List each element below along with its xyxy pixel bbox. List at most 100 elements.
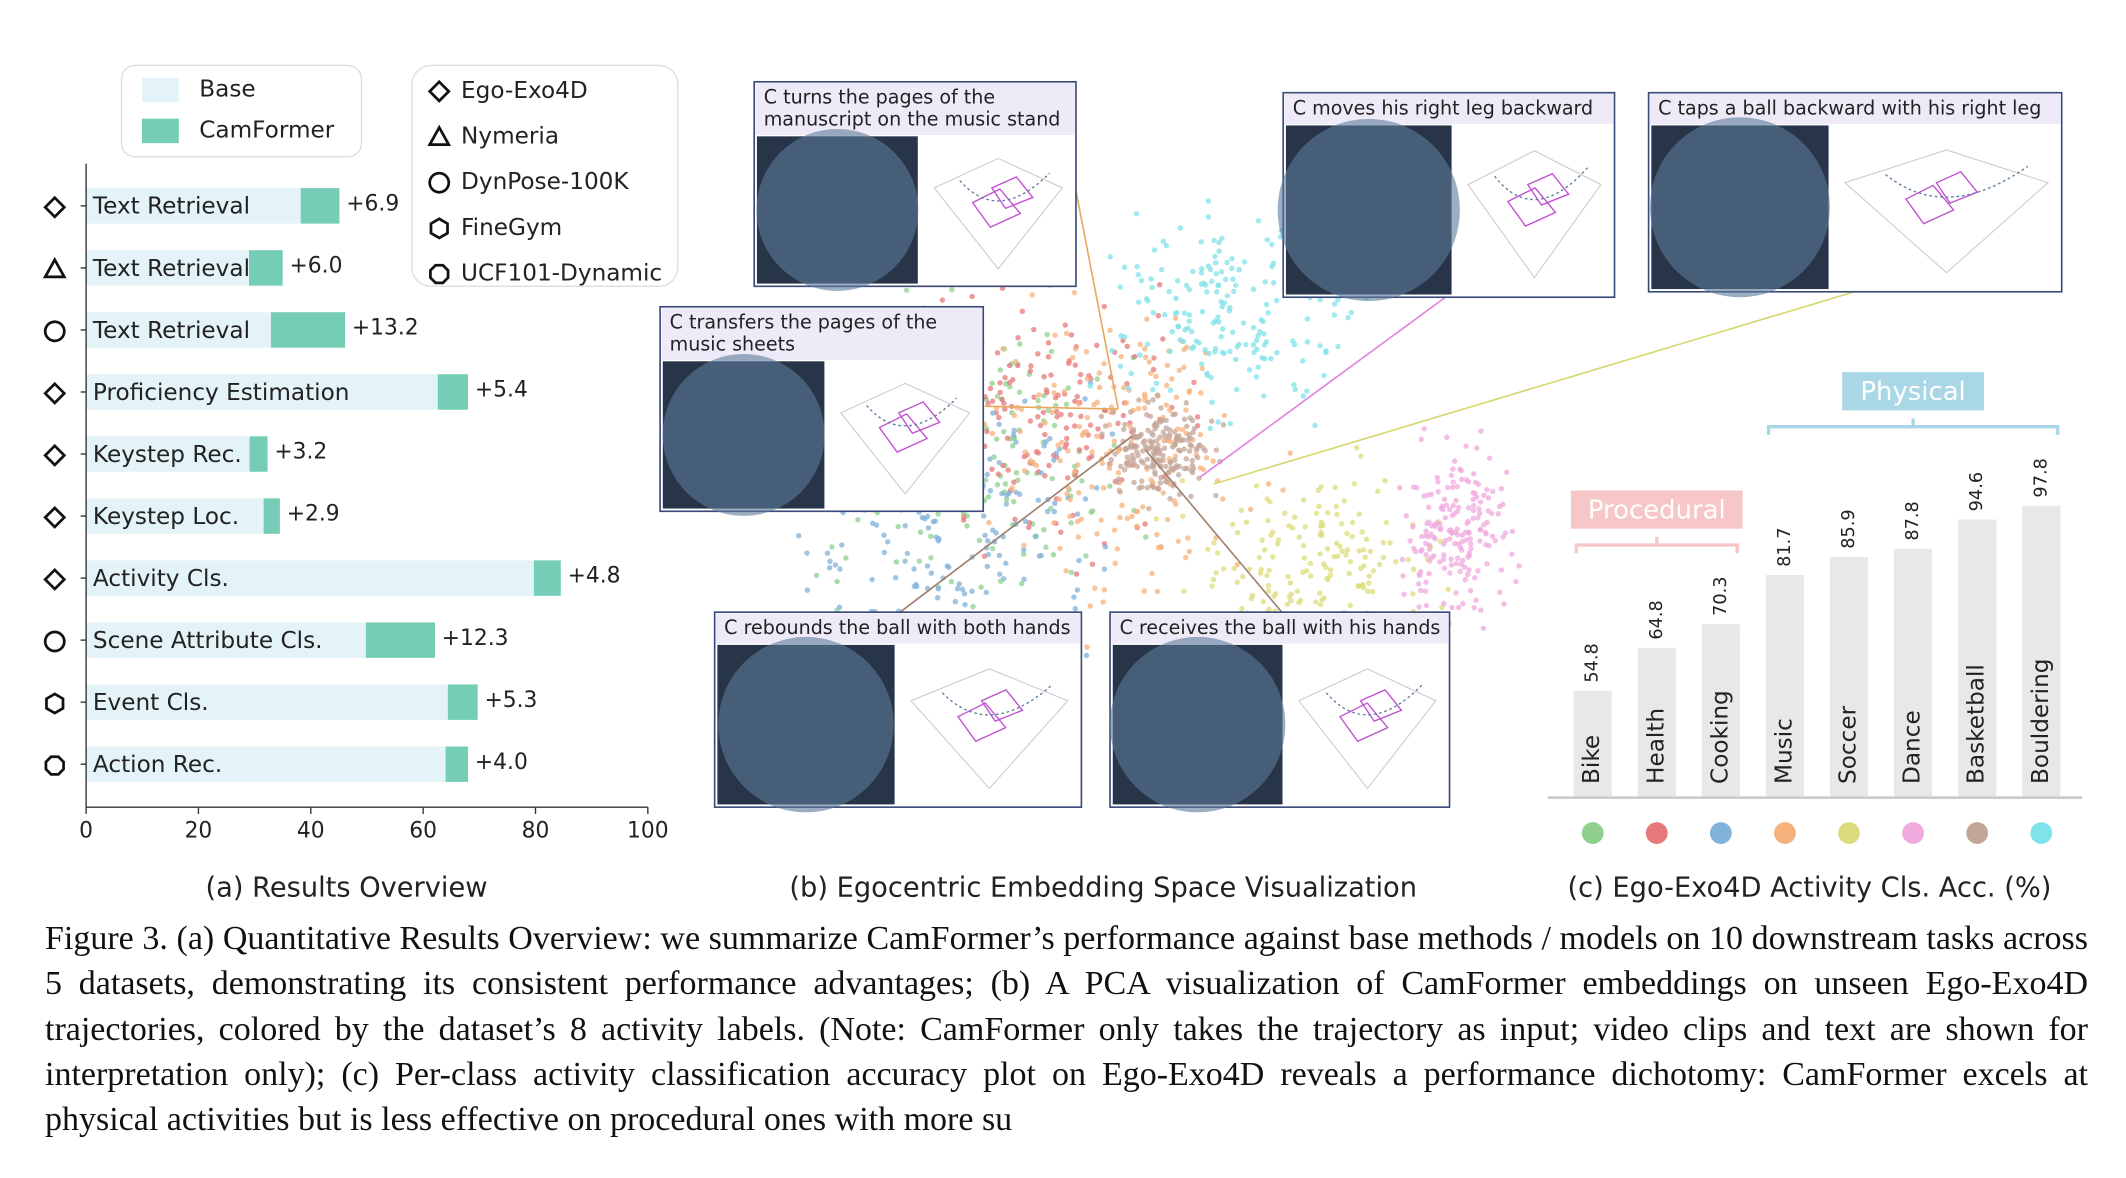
- embedding-point: [1047, 435, 1053, 442]
- embedding-point: [843, 555, 849, 561]
- embedding-point: [959, 586, 966, 593]
- embedding-point: [1150, 450, 1157, 456]
- embedding-point: [932, 518, 939, 524]
- embedding-point: [1346, 570, 1352, 577]
- embedding-point: [1133, 435, 1140, 441]
- embedding-point: [1175, 538, 1182, 544]
- embedding-point: [1458, 476, 1465, 483]
- embedding-point: [1164, 382, 1170, 389]
- embedding-point: [996, 421, 1002, 428]
- embedding-point: [1091, 401, 1097, 408]
- embedding-point: [1356, 548, 1362, 554]
- embedding-point: [1407, 538, 1413, 544]
- embedding-point: [1475, 514, 1481, 521]
- embedding-point: [1063, 435, 1070, 442]
- embedding-point: [1423, 552, 1429, 558]
- embedding-point: [1133, 523, 1140, 530]
- y-tick-label: Scene Attribute Cls.: [93, 627, 323, 654]
- embedding-point: [1431, 553, 1437, 559]
- embedding-point: [1157, 434, 1163, 440]
- embedding-point: [1155, 486, 1162, 492]
- embedding-point: [925, 525, 932, 531]
- embedding-point: [1334, 511, 1340, 518]
- embedding-point: [1136, 397, 1142, 403]
- embedding-point: [1058, 529, 1064, 535]
- embedding-point: [1273, 297, 1280, 304]
- embedding-point: [1503, 469, 1510, 475]
- embedding-point: [1264, 496, 1270, 502]
- annotation-text: C moves his right leg backward: [1293, 98, 1593, 120]
- embedding-point: [1210, 576, 1217, 583]
- embedding-point: [924, 563, 931, 569]
- embedding-point: [1181, 446, 1187, 452]
- embedding-point: [1301, 555, 1308, 561]
- embedding-point: [1141, 346, 1148, 352]
- embedding-point: [1450, 466, 1456, 472]
- embedding-point: [1219, 304, 1225, 310]
- fisheye-view: [718, 636, 894, 813]
- embedding-point: [1335, 297, 1341, 303]
- embedding-point: [1219, 235, 1225, 242]
- group-label-box: [1570, 490, 1743, 529]
- embedding-point: [1209, 278, 1215, 285]
- embedding-point: [1437, 521, 1443, 527]
- embedding-point: [1183, 456, 1190, 462]
- embedding-point: [1307, 573, 1314, 579]
- embedding-point: [1198, 266, 1205, 272]
- embedding-point: [1474, 445, 1480, 451]
- category-dot: [1581, 822, 1604, 844]
- embedding-point: [1138, 277, 1145, 284]
- embedding-point: [1102, 544, 1109, 550]
- embedding-point: [1181, 416, 1188, 422]
- embedding-point: [1174, 278, 1181, 284]
- embedding-point: [1360, 584, 1367, 591]
- embedding-point: [1044, 331, 1050, 338]
- data-label: +4.8: [568, 564, 621, 589]
- embedding-point: [1084, 376, 1091, 382]
- embedding-point: [1109, 431, 1116, 437]
- legend-label: Ego-Exo4D: [461, 77, 588, 104]
- embedding-point: [1067, 412, 1074, 418]
- embedding-point: [1202, 282, 1209, 288]
- embedding-point: [1437, 526, 1444, 533]
- embedding-point: [1180, 513, 1186, 519]
- embedding-point: [1203, 454, 1210, 461]
- embedding-point: [1334, 553, 1341, 559]
- embedding-point: [1119, 502, 1125, 509]
- bar: [1637, 647, 1676, 798]
- embedding-point: [1269, 241, 1275, 248]
- embedding-point: [1100, 599, 1106, 605]
- embedding-point: [1399, 556, 1406, 563]
- embedding-point: [1086, 455, 1092, 462]
- embedding-point: [1177, 225, 1184, 231]
- embedding-point: [987, 385, 994, 392]
- bar-gain: [249, 436, 268, 472]
- embedding-point: [1424, 492, 1431, 498]
- embedding-point: [1137, 352, 1143, 358]
- embedding-point: [1050, 551, 1057, 558]
- embedding-point: [1151, 355, 1157, 361]
- embedding-point: [1220, 422, 1227, 428]
- embedding-point: [960, 517, 967, 523]
- embedding-point: [1021, 453, 1027, 460]
- embedding-point: [1289, 525, 1296, 531]
- legend-box: [120, 64, 363, 158]
- annotation-header: [1649, 94, 2061, 125]
- embedding-point: [1055, 442, 1061, 448]
- embedding-point: [1498, 567, 1505, 573]
- embedding-point: [1173, 295, 1179, 302]
- embedding-point: [1234, 529, 1241, 536]
- embedding-point: [1027, 418, 1034, 424]
- embedding-point: [1175, 472, 1182, 478]
- x-tick-label: 40: [297, 819, 325, 844]
- embedding-point: [1175, 323, 1182, 330]
- embedding-point: [982, 477, 989, 483]
- embedding-point: [1300, 393, 1307, 399]
- embedding-point: [1164, 516, 1171, 523]
- embedding-point: [1144, 316, 1150, 322]
- embedding-point: [1202, 346, 1208, 353]
- embedding-point: [1062, 322, 1069, 328]
- embedding-point: [1445, 586, 1452, 593]
- embedding-point: [1335, 343, 1341, 350]
- embedding-point: [1227, 305, 1233, 311]
